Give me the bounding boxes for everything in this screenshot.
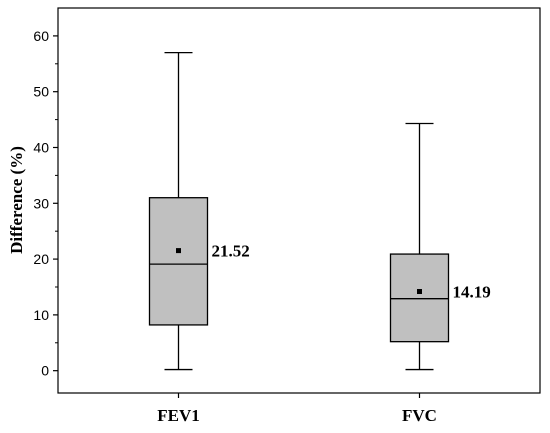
y-tick-label-10: 10 [33, 307, 49, 323]
y-tick-label-0: 0 [41, 363, 49, 379]
mean-marker-fev1 [176, 248, 181, 254]
box-fev1: 21.52 [148, 51, 250, 371]
mean-label-fvc: 14.19 [453, 283, 491, 302]
y-tick-label-30: 30 [33, 195, 49, 211]
y-tick-label-60: 60 [33, 28, 49, 44]
iqr-box-fev1 [148, 197, 209, 326]
x-axis: FEV1 FVC [157, 393, 437, 425]
x-category-label-fvc: FVC [402, 406, 437, 425]
y-axis-title: Difference (%) [7, 146, 26, 254]
plot-frame [57, 7, 541, 394]
y-tick-label-40: 40 [33, 139, 49, 155]
mean-marker-fvc [417, 289, 422, 295]
y-tick-label-20: 20 [33, 251, 49, 267]
boxes-group: 21.52 14.19 [148, 51, 491, 371]
x-category-label-fev1: FEV1 [157, 406, 200, 425]
iqr-box-fvc [389, 253, 450, 343]
box-fvc: 14.19 [389, 122, 491, 371]
y-tick-label-50: 50 [33, 84, 49, 100]
y-axis: 0 10 20 30 40 50 60 [33, 28, 58, 379]
mean-label-fev1: 21.52 [212, 242, 250, 261]
